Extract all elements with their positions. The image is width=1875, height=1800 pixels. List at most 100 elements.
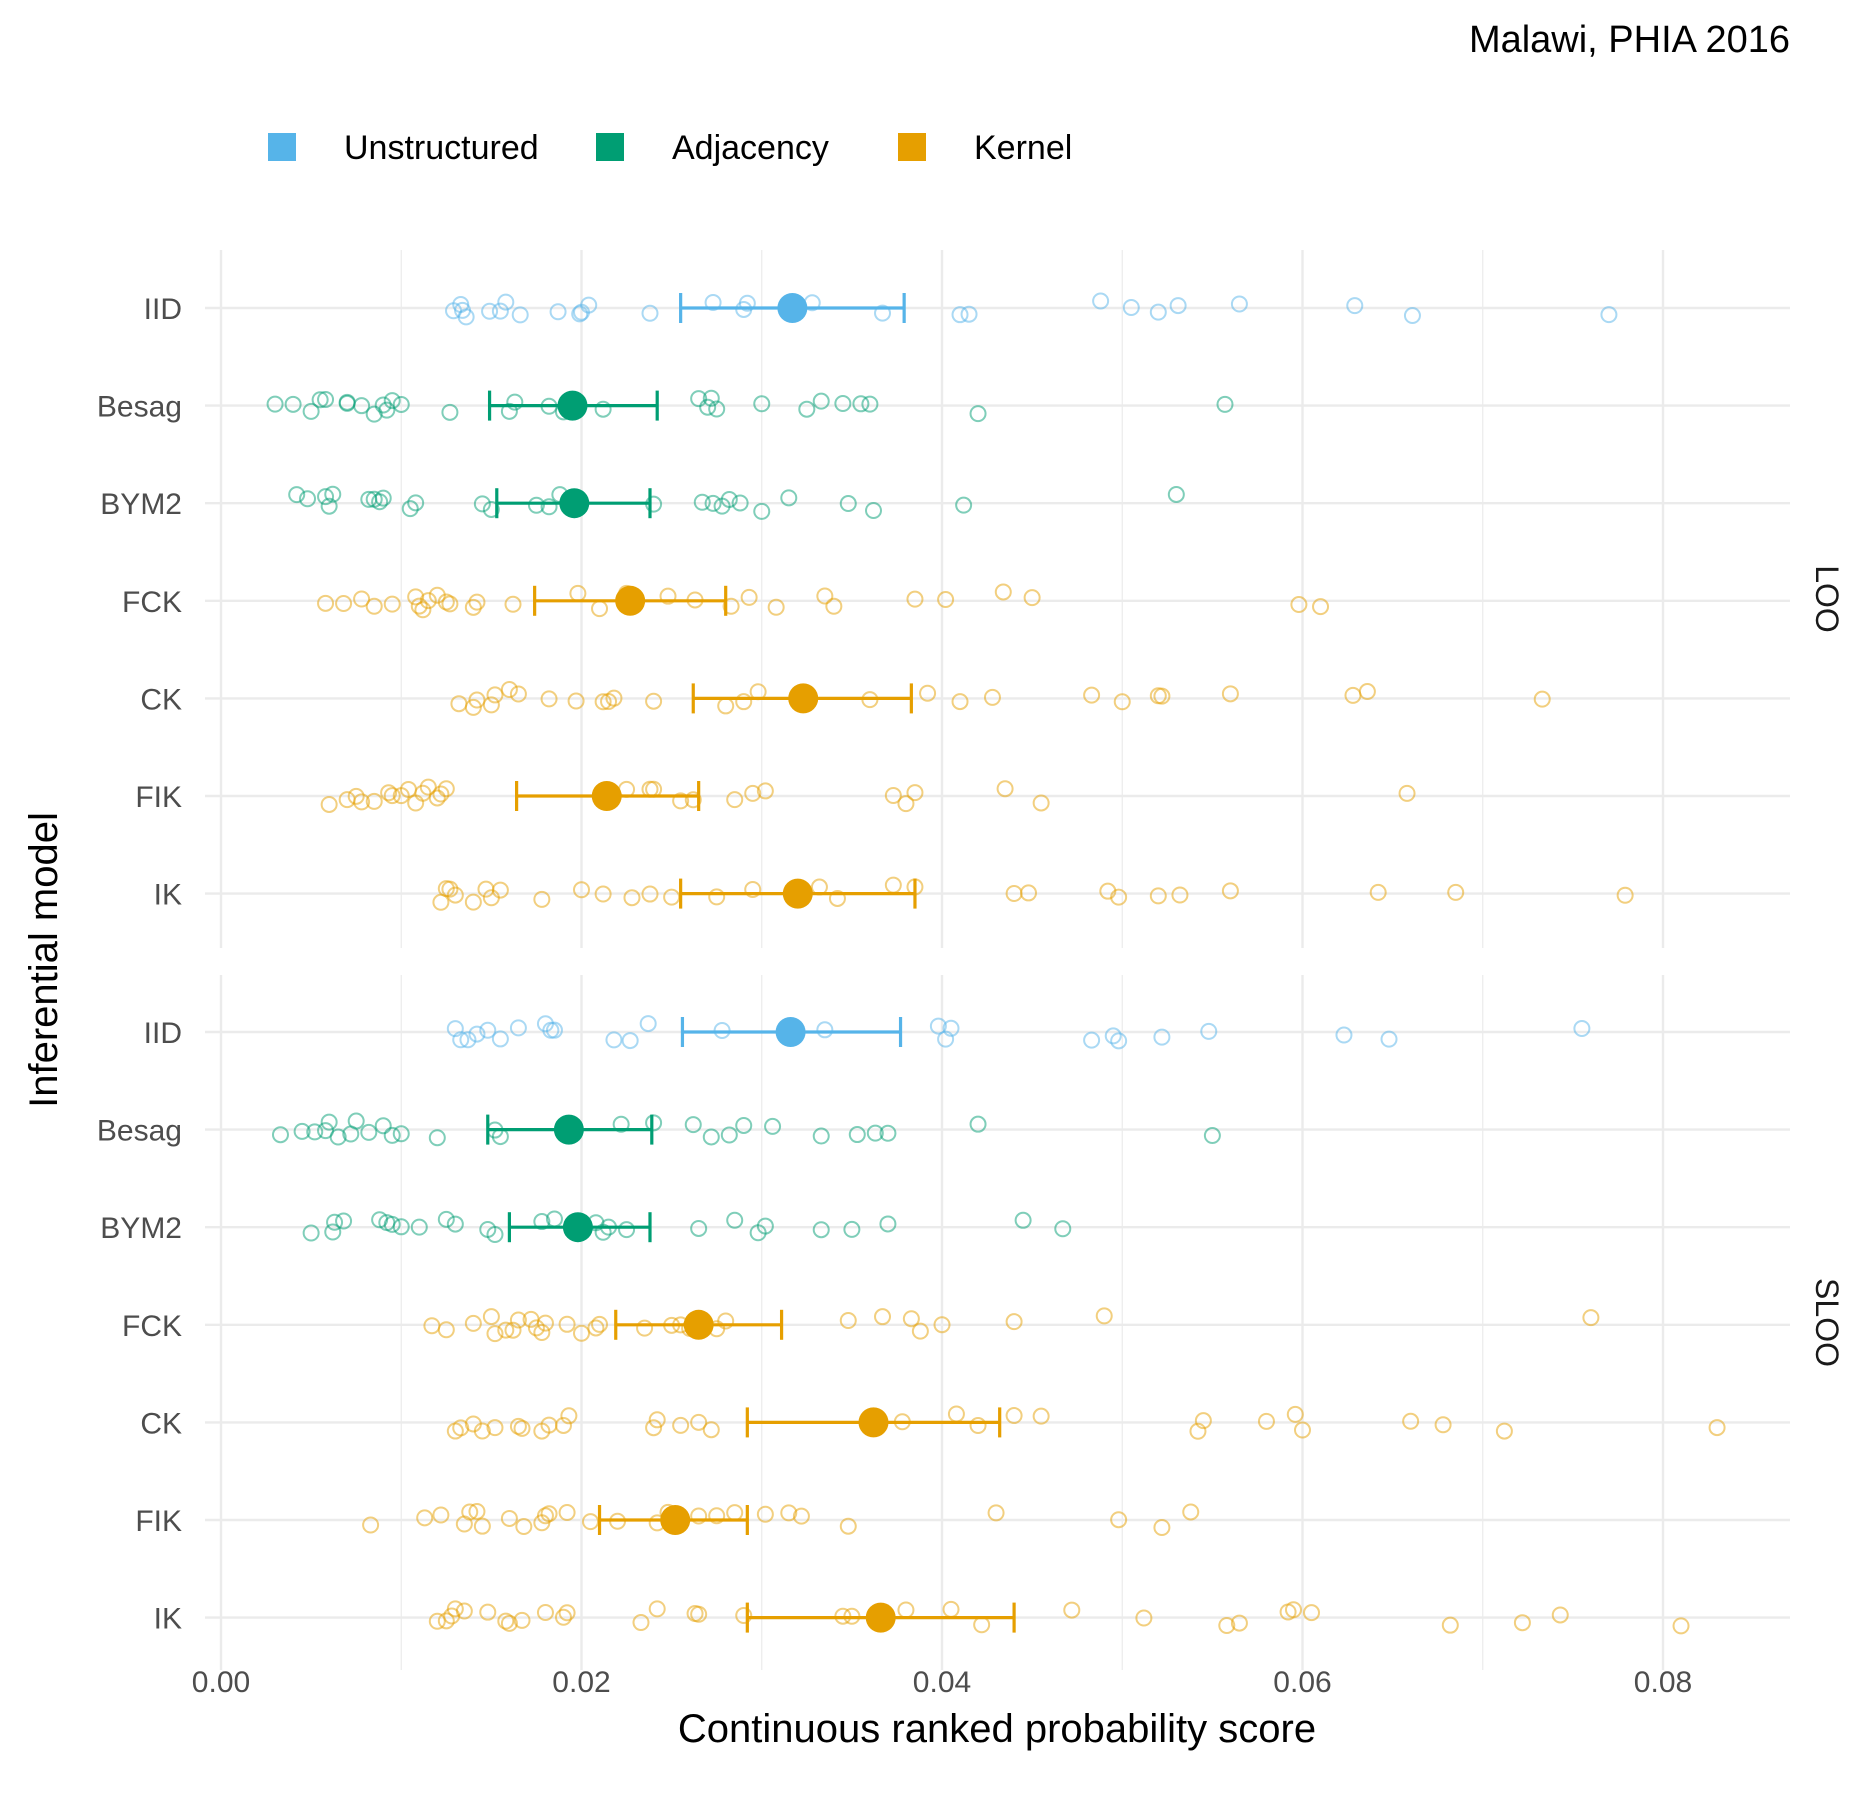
data-point <box>756 782 774 800</box>
data-point <box>446 1215 464 1233</box>
data-point <box>717 697 735 715</box>
mean-point <box>557 390 588 421</box>
data-point <box>735 693 753 711</box>
data-point <box>1218 1616 1236 1634</box>
data-point <box>311 391 329 409</box>
data-point <box>969 405 987 423</box>
panel-strip-label: SLOO <box>1809 1278 1845 1367</box>
data-point <box>591 600 609 618</box>
data-point <box>1149 887 1167 905</box>
data-point <box>441 595 459 613</box>
data-point <box>693 493 711 511</box>
data-point <box>504 595 522 613</box>
y-tick-label: FCK <box>122 586 182 619</box>
data-point <box>623 889 641 907</box>
data-point <box>911 1322 929 1340</box>
data-point <box>1153 1518 1171 1536</box>
data-point <box>353 397 371 415</box>
data-point <box>1369 883 1387 901</box>
data-point <box>839 1517 857 1535</box>
data-point <box>1346 297 1364 315</box>
data-point <box>983 688 1001 706</box>
data-point <box>464 1314 482 1332</box>
data-point <box>407 588 425 606</box>
data-point <box>320 1113 338 1131</box>
panel-loo: IID Besag BYM2 FCK CK FIK IK LOO <box>97 250 1845 948</box>
data-point <box>1312 598 1330 616</box>
data-point <box>798 400 816 418</box>
data-point <box>699 398 717 416</box>
data-point <box>740 588 758 606</box>
data-point <box>1005 1407 1023 1425</box>
data-point <box>486 1226 504 1244</box>
data-point <box>573 881 590 899</box>
data-point <box>1216 395 1234 413</box>
y-tick-label: CK <box>140 683 182 716</box>
data-point <box>497 1612 515 1630</box>
data-point <box>457 308 475 326</box>
data-point <box>1014 1211 1032 1229</box>
data-point <box>591 1315 609 1333</box>
data-point <box>567 692 585 710</box>
y-tick-label: BYM2 <box>100 488 182 521</box>
data-point <box>558 1315 576 1333</box>
data-point <box>1020 884 1038 902</box>
data-point <box>437 1210 455 1228</box>
x-tick-label: 0.00 <box>192 1666 250 1699</box>
data-point <box>558 1504 576 1522</box>
data-point <box>479 1603 497 1621</box>
data-point <box>645 1419 663 1437</box>
data-point <box>951 306 969 324</box>
mean-point <box>775 1017 806 1047</box>
data-point <box>1230 1614 1248 1632</box>
data-point <box>897 1601 915 1619</box>
data-point <box>446 1600 464 1618</box>
data-point <box>554 1416 572 1434</box>
data-point <box>540 1505 558 1523</box>
mean-point <box>562 1212 593 1243</box>
y-tick-label: Besag <box>97 1115 182 1148</box>
data-point <box>792 1507 810 1525</box>
y-tick-label: FIK <box>135 1505 182 1538</box>
data-point <box>812 1127 830 1145</box>
data-point <box>452 1031 470 1049</box>
data-point <box>933 1316 951 1334</box>
data-point <box>573 1324 590 1342</box>
data-point <box>605 1031 623 1049</box>
data-point <box>690 1413 708 1431</box>
data-point <box>906 784 924 802</box>
data-point <box>1358 683 1376 701</box>
data-point <box>594 400 612 418</box>
y-tick-label: FCK <box>122 1310 182 1343</box>
data-point <box>1600 306 1618 324</box>
data-point <box>1495 1422 1513 1440</box>
data-point <box>383 595 401 613</box>
plot-panels: IID Besag BYM2 FCK CK FIK IK LOO IID Besag BYM2 FCK… <box>97 250 1845 1670</box>
data-point <box>1203 1127 1221 1145</box>
data-point <box>533 1324 551 1342</box>
data-point <box>825 597 843 615</box>
data-point <box>459 1031 477 1049</box>
data-point <box>486 686 504 704</box>
data-point <box>764 1117 782 1135</box>
data-point <box>621 1032 639 1050</box>
data-point <box>1294 1421 1311 1439</box>
data-point <box>419 778 437 796</box>
data-point <box>1110 888 1128 906</box>
data-point <box>455 1602 473 1620</box>
data-point <box>839 495 857 513</box>
data-point <box>843 1220 861 1238</box>
data-point <box>684 1116 702 1134</box>
mean-point <box>591 781 622 811</box>
data-point <box>1403 307 1421 325</box>
data-point <box>320 795 338 813</box>
data-point <box>1344 686 1362 704</box>
data-point <box>1135 1609 1153 1627</box>
data-point <box>874 1308 892 1326</box>
data-point <box>360 1123 378 1141</box>
data-point <box>937 591 955 609</box>
data-point <box>371 493 389 511</box>
data-point <box>509 1019 527 1037</box>
data-point <box>672 792 690 810</box>
data-point <box>271 1126 289 1144</box>
